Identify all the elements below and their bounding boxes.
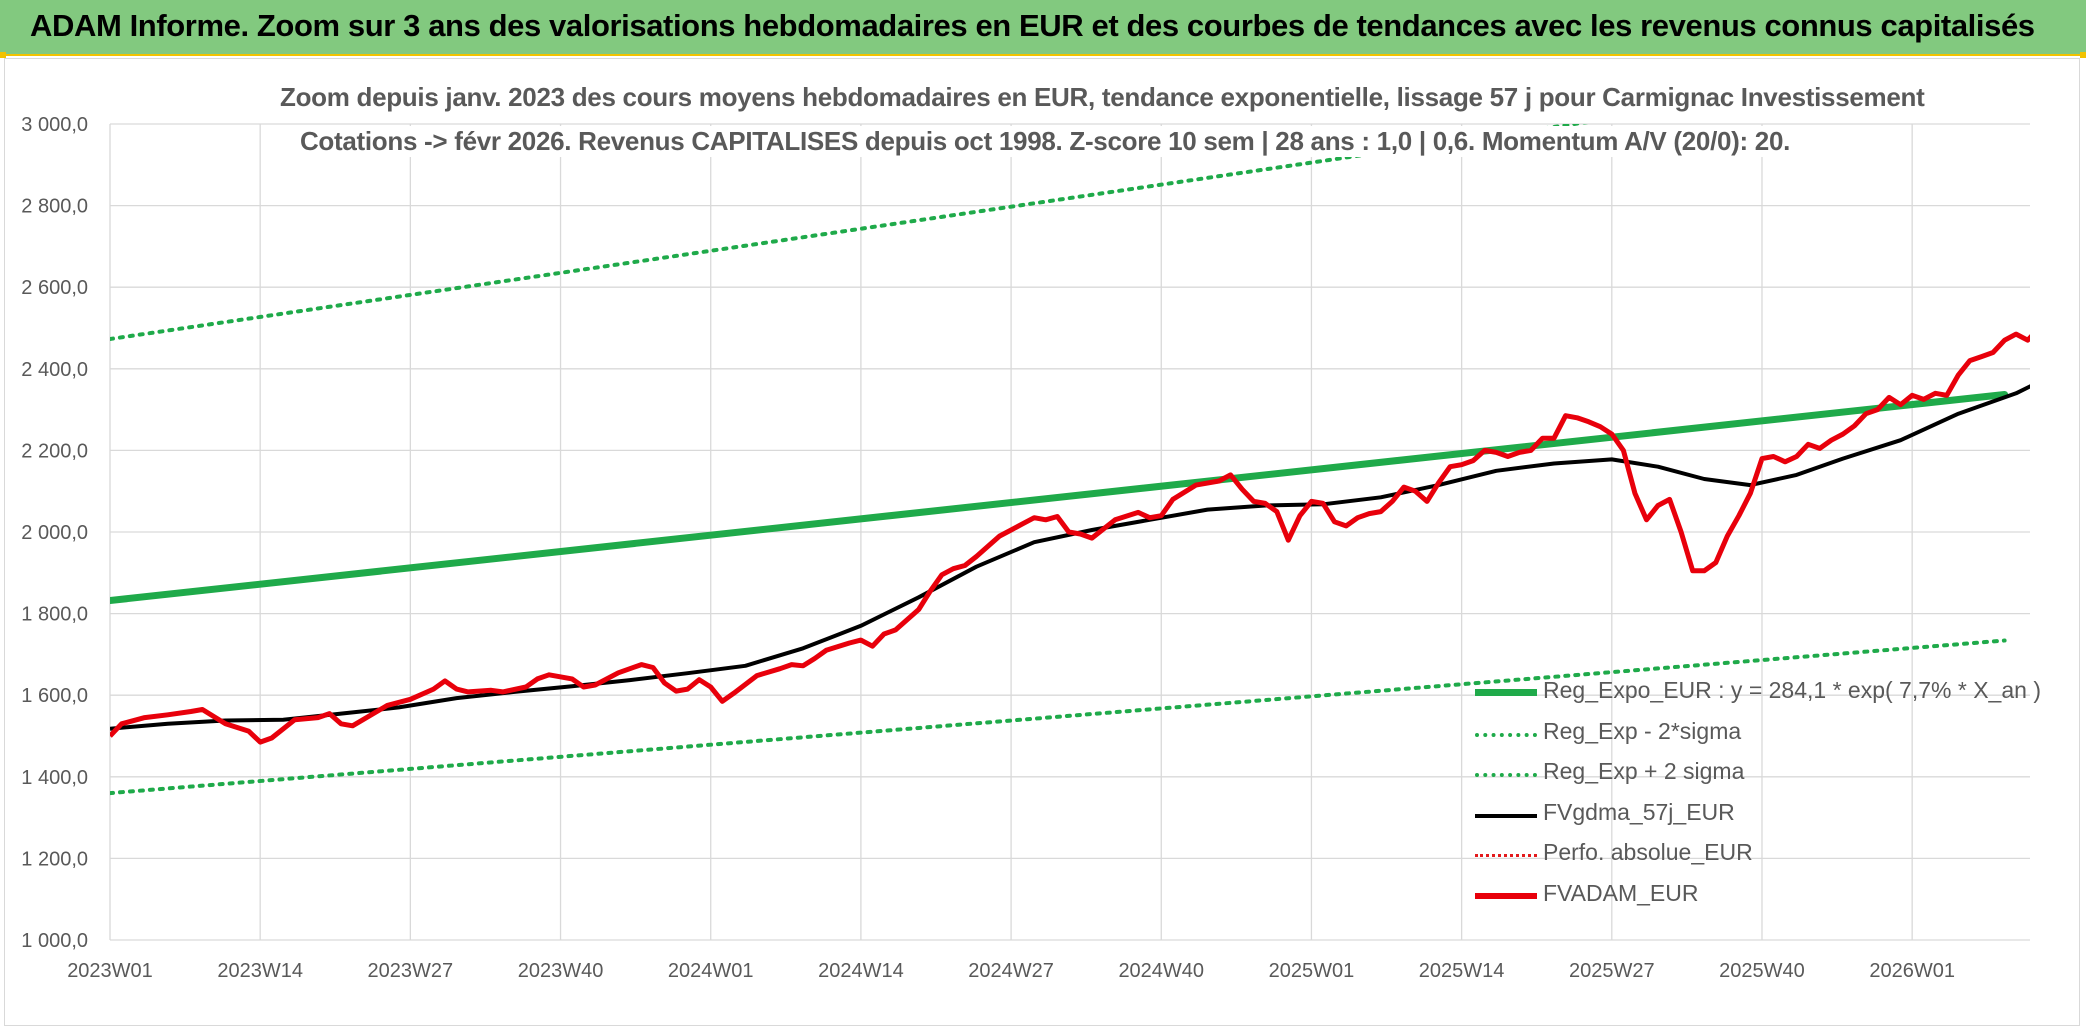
series-line-reg-exp-2-sigma — [110, 638, 2007, 796]
y-tick-label: 2 200,0 — [21, 440, 88, 462]
x-tick-label: 2023W40 — [518, 960, 604, 982]
report-title: ADAM Informe. Zoom sur 3 ans des valoris… — [30, 8, 2035, 43]
report-banner: ADAM Informe. Zoom sur 3 ans des valoris… — [0, 0, 2086, 56]
series-lines — [110, 124, 2030, 796]
y-tick-label: 2 000,0 — [21, 522, 88, 544]
x-tick-label: 2023W14 — [217, 960, 303, 982]
legend-symbol-gdma — [1475, 813, 1537, 818]
x-tick-label: 2026W01 — [1869, 960, 1955, 982]
y-tick-label: 2 800,0 — [21, 196, 88, 218]
banner-corner-left — [0, 52, 6, 58]
y-tick-label: 1 200,0 — [21, 848, 88, 870]
y-tick-label: 1 800,0 — [21, 604, 88, 626]
chart-title: Zoom depuis janv. 2023 des cours moyens … — [280, 82, 1925, 113]
x-tick-label: 2023W27 — [368, 960, 454, 982]
legend-label-reg-expo: Reg_Expo_EUR : y = 284,1 * exp( 7,7% * X… — [1543, 677, 2041, 703]
legend-symbol-perf — [1475, 854, 1537, 857]
x-tick-label: 2024W01 — [668, 960, 754, 982]
chart-subtitle: Cotations -> févr 2026. Revenus CAPITALI… — [280, 126, 1810, 157]
legend-label-reg-minus: Reg_Exp - 2*sigma — [1543, 717, 1742, 744]
legend-label-fvadam: FVADAM_EUR — [1543, 879, 1699, 906]
x-tick-label: 2024W40 — [1118, 960, 1204, 982]
y-tick-label: 2 400,0 — [21, 359, 88, 381]
y-tick-label: 1 400,0 — [21, 767, 88, 789]
x-tick-label: 2024W27 — [968, 960, 1054, 982]
legend-label-reg-plus: Reg_Exp + 2 sigma — [1543, 758, 1745, 784]
legend-symbol-fvadam — [1475, 892, 1537, 899]
series-line-reg-exp-2-sigma — [110, 124, 1588, 341]
y-tick-label: 2 600,0 — [21, 277, 88, 299]
legend-label-perf: Perfo. absolue_EUR — [1543, 839, 1753, 865]
x-tick-label: 2025W01 — [1269, 960, 1355, 982]
banner-corner-right — [2080, 52, 2086, 58]
chart-frame — [4, 58, 2080, 1026]
x-tick-label: 2024W14 — [818, 960, 904, 982]
x-tick-label: 2023W01 — [67, 960, 153, 982]
y-tick-label: 1 600,0 — [21, 685, 88, 707]
legend-label-gdma: FVgdma_57j_EUR — [1543, 798, 1735, 825]
legend-symbol-reg-minus — [1475, 732, 1537, 737]
y-axis-labels: 1 000,0 1 200,0 1 400,0 1 600,0 1 800,0 2 000… — [21, 114, 88, 952]
legend-symbol-reg-plus — [1475, 773, 1537, 777]
y-tick-label: 1 000,0 — [21, 930, 88, 952]
series-line-reg-expo-eur-y-284-1-exp-7-7-x-an — [110, 391, 2009, 604]
series-line-fvadam-eur — [110, 331, 2030, 745]
legend-symbol-reg-expo — [1475, 689, 1537, 696]
x-tick-label: 2025W27 — [1569, 960, 1655, 982]
y-tick-label: 3 000,0 — [21, 114, 88, 136]
x-tick-label: 2025W14 — [1419, 960, 1505, 982]
x-axis-labels: 2023W01 2023W14 2023W27 2023W40 2024W01 2024W… — [67, 960, 1955, 982]
x-tick-label: 2025W40 — [1719, 960, 1805, 982]
